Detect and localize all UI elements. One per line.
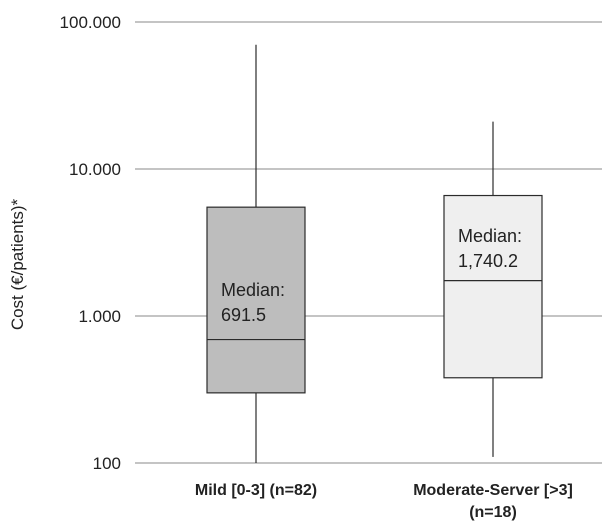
box — [443, 194, 543, 379]
median-annotation: 1,740.2 — [458, 251, 518, 271]
x-category-label: (n=18) — [469, 504, 517, 521]
y-tick-label: 100.000 — [60, 13, 121, 32]
x-category-label: Mild [0-3] (n=82) — [195, 482, 317, 499]
median-annotation: Median: — [221, 280, 285, 300]
x-category-label: Moderate-Server [>3] — [413, 482, 573, 499]
y-tick-label: 100 — [93, 454, 121, 473]
median-annotation: Median: — [458, 226, 522, 246]
y-axis-title: Cost (€/patients)* — [8, 198, 27, 330]
box — [206, 206, 306, 394]
y-tick-label: 10.000 — [69, 160, 121, 179]
median-annotation: 691.5 — [221, 305, 266, 325]
y-tick-label: 1.000 — [78, 307, 121, 326]
